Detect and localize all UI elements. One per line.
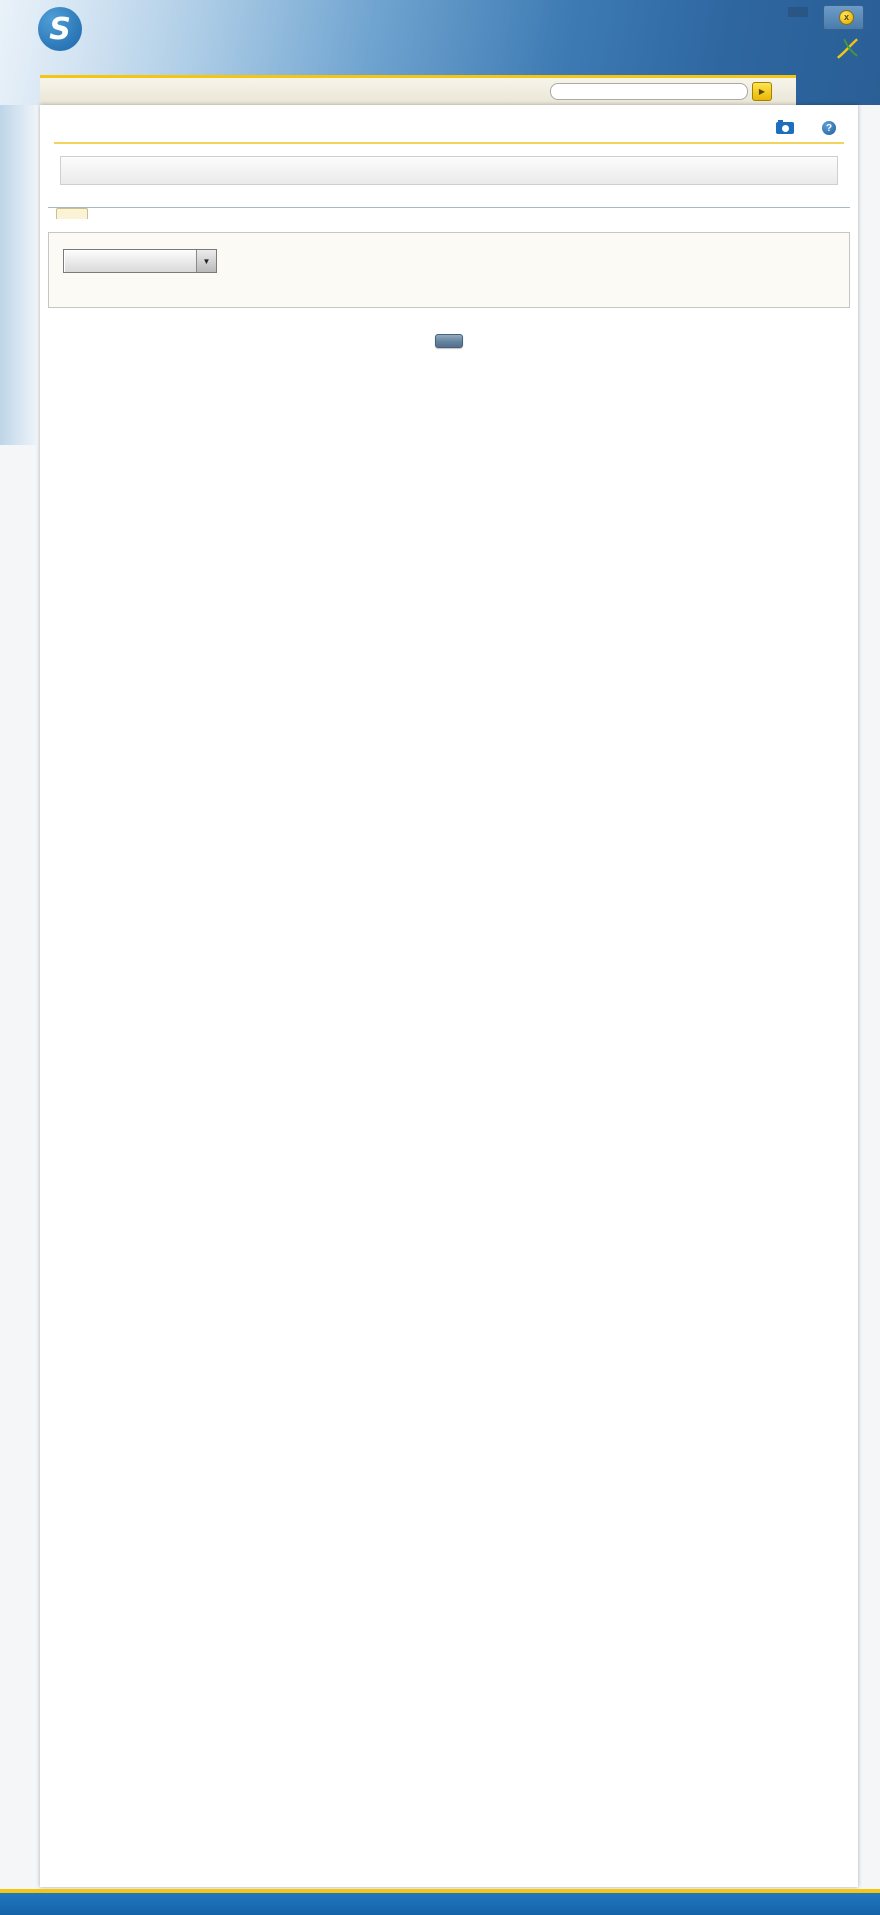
title-underline: [54, 142, 844, 144]
top-header: S x ▶: [0, 0, 880, 105]
search-go-button[interactable]: ▶: [752, 82, 772, 101]
logout-x-icon: x: [839, 10, 854, 25]
tab-bar: [48, 207, 850, 208]
tesouro-nacional-logo: [835, 38, 864, 59]
retornar-button[interactable]: [435, 334, 463, 348]
visao-selected-value: [64, 250, 196, 272]
ajuda-button[interactable]: ?: [822, 121, 842, 135]
tab-resumo[interactable]: [56, 208, 88, 219]
search-input[interactable]: [550, 83, 748, 100]
siafi-logo-icon: S: [38, 7, 82, 51]
title-actions: ?: [776, 120, 842, 135]
subtab-bar: [48, 208, 850, 233]
left-sidebar: [0, 105, 36, 445]
select-arrow-icon: ▼: [196, 250, 216, 272]
help-icon: ?: [822, 121, 836, 135]
menubar: ▶: [40, 75, 796, 105]
footer: [0, 1889, 880, 1915]
retornar-row: [40, 332, 858, 348]
visao-select[interactable]: ▼: [63, 249, 217, 273]
visao-row: ▼: [63, 245, 835, 273]
system-info-bar: [788, 7, 808, 17]
document-header-box: [60, 156, 838, 185]
sair-button[interactable]: x: [823, 5, 864, 30]
capturar-button[interactable]: [776, 120, 800, 134]
camera-icon: [776, 120, 794, 134]
tesouro-nacional-icon: [837, 38, 858, 59]
resumo-content: ▼: [48, 232, 850, 308]
siafi-logo: S: [38, 7, 88, 51]
main-panel: ? ▼: [40, 105, 858, 1887]
title-row: ?: [40, 105, 858, 135]
